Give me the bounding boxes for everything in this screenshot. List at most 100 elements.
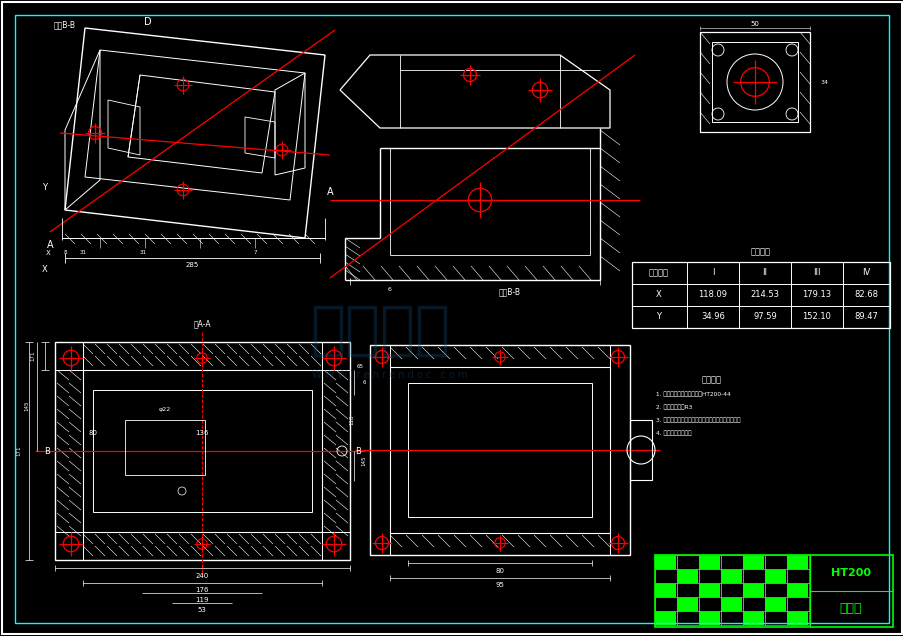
Text: W W W . r e n r e n d o c . c o m: W W W . r e n r e n d o c . c o m — [312, 370, 467, 380]
Bar — [93, 390, 312, 512]
Text: Y: Y — [656, 312, 661, 322]
Text: I: I — [711, 268, 713, 277]
Text: 145: 145 — [24, 401, 30, 411]
Text: III: III — [813, 268, 820, 277]
Bar — [764, 569, 787, 583]
Bar — [787, 555, 808, 569]
Bar — [787, 583, 808, 597]
Bar — [631, 262, 889, 328]
Text: 8: 8 — [63, 251, 67, 256]
Text: 50: 50 — [749, 21, 759, 27]
Text: 1. 毛坯铸件达到成形，铸铁HT200-44: 1. 毛坯铸件达到成形，铸铁HT200-44 — [656, 391, 730, 397]
Text: B: B — [355, 446, 360, 455]
Bar — [742, 555, 764, 569]
Text: 剖面B-B: 剖面B-B — [498, 287, 520, 296]
Text: 31: 31 — [79, 251, 87, 256]
Text: φ22: φ22 — [159, 408, 171, 413]
Bar — [125, 420, 205, 475]
Bar — [83, 370, 321, 532]
Text: 2. 未注铸铁圆角R3: 2. 未注铸铁圆角R3 — [656, 404, 692, 410]
Text: 6: 6 — [387, 287, 392, 293]
Bar — [742, 583, 764, 597]
Bar — [787, 569, 808, 583]
Text: 171: 171 — [31, 350, 35, 361]
Bar — [655, 555, 676, 569]
Bar — [721, 611, 742, 625]
Text: 179.13: 179.13 — [802, 291, 831, 300]
Bar — [676, 569, 698, 583]
Text: 152.10: 152.10 — [802, 312, 831, 322]
Bar — [698, 583, 721, 597]
Text: 240: 240 — [195, 573, 209, 579]
Bar — [655, 611, 675, 625]
Bar — [655, 611, 676, 625]
Bar — [676, 569, 698, 583]
Bar — [321, 370, 349, 532]
Bar — [765, 597, 786, 611]
Bar — [742, 555, 764, 569]
Bar — [765, 569, 786, 583]
Text: D: D — [144, 17, 152, 27]
Bar — [721, 569, 742, 583]
Bar — [699, 611, 720, 625]
Text: 技术要求: 技术要求 — [702, 375, 721, 385]
Bar — [83, 342, 321, 370]
Text: 82.68: 82.68 — [853, 291, 877, 300]
Text: 118: 118 — [349, 415, 354, 425]
Text: 119: 119 — [195, 597, 209, 603]
Text: 80: 80 — [88, 430, 98, 436]
Bar — [676, 611, 698, 625]
Text: 4. 铸件内腔清砂处理: 4. 铸件内腔清砂处理 — [656, 430, 691, 436]
Bar — [742, 583, 764, 597]
Text: 工件图: 工件图 — [839, 602, 861, 616]
Text: 136: 136 — [195, 430, 209, 436]
Text: 剖A-A: 剖A-A — [193, 319, 210, 329]
Text: 人人文库: 人人文库 — [310, 301, 450, 359]
Bar — [787, 583, 807, 597]
Text: 214.53: 214.53 — [749, 291, 778, 300]
Text: 80: 80 — [495, 568, 504, 574]
Bar — [655, 555, 892, 627]
Text: IV: IV — [861, 268, 870, 277]
Text: A: A — [47, 240, 53, 250]
Bar — [699, 555, 720, 569]
Text: 145: 145 — [361, 456, 366, 466]
Text: 176: 176 — [195, 587, 209, 593]
Bar — [764, 611, 787, 625]
Bar — [742, 569, 764, 583]
Text: 285: 285 — [185, 262, 199, 268]
Bar — [676, 583, 698, 597]
Text: 31: 31 — [139, 251, 146, 256]
Bar — [629, 420, 651, 480]
Bar — [787, 597, 808, 611]
Text: 3. 铸件进行退火，去点燃，铸件表面清理，清除毛刺: 3. 铸件进行退火，去点燃，铸件表面清理，清除毛刺 — [656, 417, 740, 423]
Bar — [764, 583, 787, 597]
Text: 95: 95 — [495, 582, 504, 588]
Text: 剖面B-B: 剖面B-B — [54, 20, 76, 29]
Text: 7: 7 — [253, 251, 256, 256]
Bar — [389, 345, 610, 367]
Bar — [787, 611, 807, 625]
Bar — [369, 345, 629, 555]
Text: 6: 6 — [362, 380, 366, 385]
Bar — [699, 583, 720, 597]
Text: 固定坐标: 固定坐标 — [750, 247, 770, 256]
Bar — [712, 42, 797, 122]
Bar — [721, 583, 742, 597]
Bar — [676, 555, 698, 569]
Text: 加工基准: 加工基准 — [648, 268, 668, 277]
Text: X: X — [45, 250, 51, 256]
Bar — [655, 597, 676, 611]
Text: II: II — [761, 268, 767, 277]
Bar — [655, 583, 676, 597]
Bar — [407, 383, 591, 517]
Bar — [389, 367, 610, 533]
Text: HT200: HT200 — [830, 568, 870, 578]
Bar — [676, 597, 698, 611]
Text: X: X — [656, 291, 661, 300]
Bar — [55, 370, 83, 532]
Bar — [721, 597, 741, 611]
Bar — [699, 32, 809, 132]
Bar — [83, 532, 321, 560]
Bar — [655, 583, 675, 597]
